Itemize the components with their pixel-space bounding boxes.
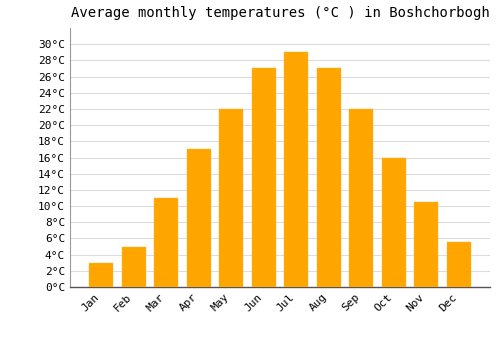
Bar (89, 263, 114, 287)
Bar (414, 202, 438, 287)
Bar (186, 149, 211, 287)
Bar (446, 243, 471, 287)
Bar (316, 69, 341, 287)
Bar (284, 52, 308, 287)
Bar (219, 109, 244, 287)
Bar (154, 198, 178, 287)
Bar (252, 69, 276, 287)
Bar (349, 109, 374, 287)
Title: Average monthly temperatures (°C ) in Boshchorbogh: Average monthly temperatures (°C ) in Bo… (70, 6, 490, 20)
Bar (122, 246, 146, 287)
Bar (382, 158, 406, 287)
